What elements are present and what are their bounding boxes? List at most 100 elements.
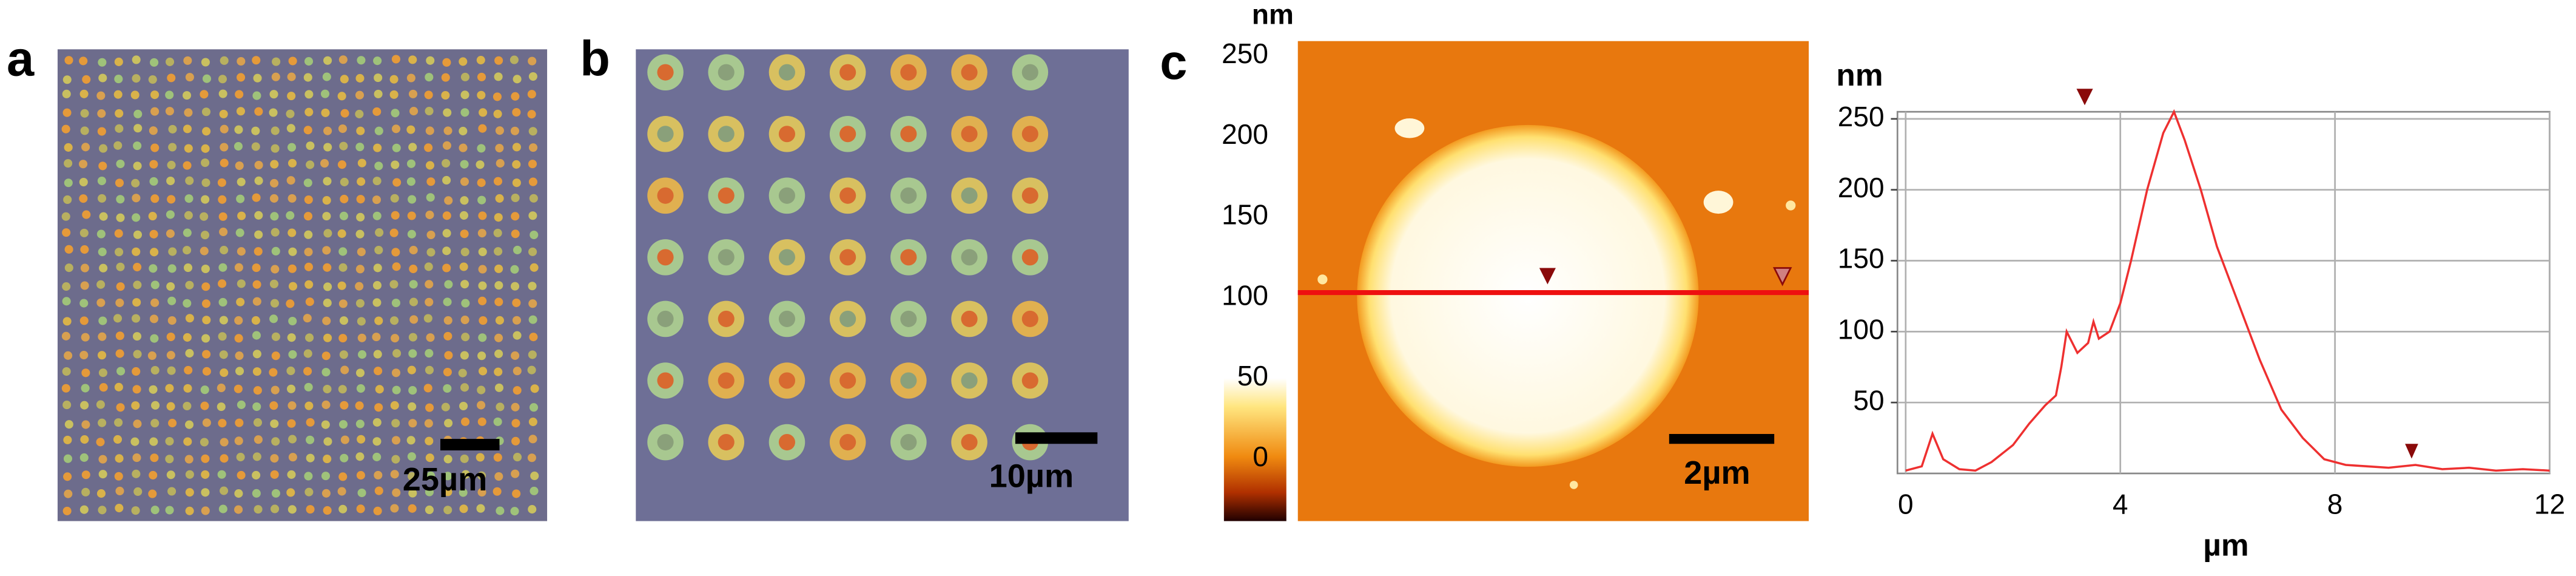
dot (288, 350, 297, 359)
dot (408, 419, 417, 428)
dot (64, 420, 73, 429)
dot (460, 196, 469, 205)
dot (408, 195, 417, 204)
dot (424, 90, 433, 100)
dot (287, 470, 296, 479)
dot (132, 314, 141, 323)
dot (478, 296, 487, 305)
dot (150, 280, 160, 290)
dot (494, 367, 503, 376)
dot (167, 195, 176, 204)
dot (961, 64, 978, 81)
dot (321, 420, 330, 429)
dot (131, 506, 140, 515)
dot (528, 299, 537, 308)
dot (409, 297, 419, 307)
dot (253, 73, 262, 83)
dot (114, 472, 123, 481)
dot (323, 143, 332, 152)
dot (425, 436, 434, 446)
dot (340, 109, 349, 118)
dot (478, 124, 487, 133)
dot (219, 228, 228, 237)
dot (511, 92, 520, 101)
dot (201, 58, 210, 67)
dot (306, 160, 315, 169)
dot (97, 127, 106, 136)
dot (81, 368, 90, 378)
dot (99, 212, 108, 221)
dot (133, 487, 143, 496)
dot (391, 211, 400, 220)
dot (132, 469, 141, 478)
dot (148, 212, 157, 221)
dot (778, 310, 795, 327)
dot (493, 92, 502, 101)
dot (305, 297, 314, 307)
dot (271, 332, 280, 341)
dot (358, 350, 367, 359)
dot (408, 333, 417, 342)
dot (237, 400, 246, 409)
dot (183, 124, 192, 134)
dot (494, 333, 503, 342)
dot (271, 265, 280, 274)
dot (530, 384, 539, 393)
dot (116, 403, 125, 412)
dot (357, 247, 366, 257)
dot (357, 435, 366, 444)
dot (459, 401, 468, 411)
dot (202, 127, 211, 136)
dot (322, 72, 331, 81)
dot (220, 143, 229, 152)
dot (167, 296, 177, 305)
dot (81, 333, 90, 342)
dot (202, 418, 211, 427)
dot (182, 91, 192, 100)
dot (839, 64, 856, 81)
dot (269, 401, 278, 410)
dot (149, 385, 158, 394)
dot (657, 249, 674, 266)
dot (149, 126, 158, 135)
panel-label: b (580, 31, 610, 86)
dot (392, 178, 402, 187)
dot (115, 349, 124, 358)
dot (408, 89, 418, 98)
dot (62, 282, 71, 291)
dot (528, 72, 537, 81)
dot (286, 124, 295, 133)
dot (442, 58, 451, 67)
dot (98, 506, 107, 515)
dot (390, 316, 399, 325)
dot (288, 194, 297, 203)
dot (442, 229, 451, 238)
dot (443, 367, 452, 377)
dot (355, 90, 365, 100)
dot (425, 126, 434, 135)
dot (495, 316, 504, 325)
colorbar-tick-label: 0 (1253, 441, 1268, 472)
dot (148, 489, 157, 498)
dot (165, 455, 174, 464)
dot (115, 178, 124, 188)
dot (272, 57, 281, 66)
dot (254, 160, 263, 170)
dot (286, 488, 295, 497)
dot (237, 211, 246, 220)
dot (408, 386, 417, 395)
scale-bar (1015, 432, 1098, 444)
dot (425, 349, 434, 358)
dot (511, 469, 520, 478)
dot (252, 280, 261, 289)
colorbar-tick-label: 250 (1222, 38, 1268, 69)
dot (494, 297, 503, 307)
dot (441, 402, 450, 412)
dot (97, 176, 106, 186)
dot (288, 435, 297, 444)
dot (183, 401, 192, 411)
dot (219, 316, 228, 325)
dot (460, 160, 469, 169)
dot (373, 143, 382, 152)
y-tick-label: 100 (1838, 313, 1885, 345)
